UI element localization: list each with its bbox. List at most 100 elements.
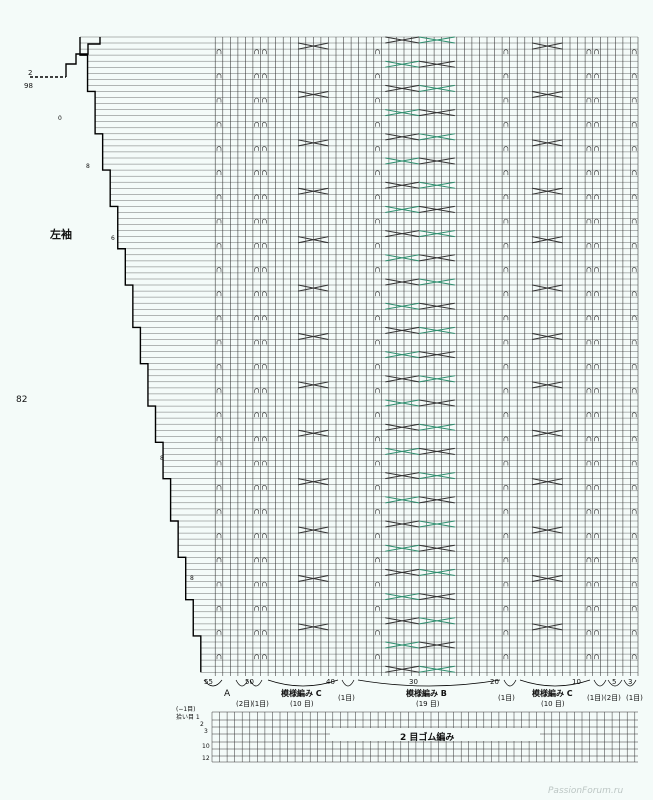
cable-cross bbox=[385, 302, 420, 310]
cable-cross bbox=[418, 665, 455, 673]
cable-cross bbox=[298, 574, 329, 582]
arch-symbol bbox=[262, 630, 267, 635]
arch-symbol bbox=[503, 73, 509, 79]
cable-cross bbox=[298, 236, 329, 244]
arch-symbol bbox=[375, 291, 380, 297]
col-tick-30: 30 bbox=[409, 678, 418, 686]
section-1st-right-b: (1目) bbox=[626, 694, 643, 702]
cable-cross bbox=[385, 617, 420, 625]
arch-symbol bbox=[216, 146, 222, 151]
arch-symbol bbox=[503, 436, 509, 442]
cable-cross bbox=[385, 254, 420, 262]
cable-cross bbox=[418, 375, 455, 383]
arch-symbol bbox=[375, 97, 380, 103]
arch-symbol bbox=[262, 412, 267, 418]
col-tick-3: 3 bbox=[628, 678, 632, 686]
arch-symbol bbox=[503, 267, 509, 272]
cable-cross bbox=[298, 478, 329, 486]
arch-symbol bbox=[254, 460, 259, 466]
arch-symbol bbox=[375, 218, 380, 224]
arch-symbol bbox=[594, 194, 599, 200]
arch-symbol bbox=[254, 654, 259, 660]
arch-symbol bbox=[594, 170, 599, 176]
arch-symbol bbox=[631, 605, 637, 611]
ribbing-label: 2 目ゴム編み bbox=[400, 731, 454, 743]
cable-cross bbox=[385, 278, 420, 286]
arch-symbol bbox=[631, 630, 637, 635]
arch-symbol bbox=[254, 315, 259, 321]
arch-symbol bbox=[594, 146, 599, 151]
ribbing-label-bg bbox=[330, 728, 540, 741]
arch-symbol bbox=[375, 581, 380, 587]
arch-symbol bbox=[262, 460, 267, 466]
arch-symbol bbox=[631, 436, 637, 442]
decrease-mark-5: 8 bbox=[190, 575, 194, 582]
arch-symbol bbox=[375, 388, 380, 393]
arch-symbol bbox=[375, 339, 380, 345]
arch-symbol bbox=[586, 484, 592, 490]
arch-symbol bbox=[503, 654, 509, 660]
section-brace bbox=[593, 679, 607, 687]
cable-cross bbox=[532, 332, 563, 340]
cable-cross bbox=[385, 157, 420, 165]
col-tick-10: 10 bbox=[572, 678, 581, 686]
arch-symbol bbox=[631, 194, 637, 200]
arch-symbol bbox=[262, 388, 267, 393]
cable-cross bbox=[418, 60, 455, 68]
arch-symbol bbox=[375, 557, 380, 563]
arch-symbol bbox=[631, 267, 637, 272]
arch-symbol bbox=[262, 605, 267, 611]
arch-symbol bbox=[503, 363, 509, 369]
arch-symbol bbox=[586, 436, 592, 442]
cable-cross bbox=[532, 284, 563, 292]
arch-symbol bbox=[586, 291, 592, 297]
arch-symbol bbox=[254, 218, 259, 224]
arch-symbol bbox=[216, 315, 222, 321]
arch-symbol bbox=[586, 509, 592, 514]
cable-cross bbox=[532, 139, 563, 147]
arch-symbol bbox=[503, 605, 509, 611]
arch-symbol bbox=[631, 218, 637, 224]
cable-cross bbox=[418, 423, 455, 431]
cable-cross bbox=[385, 641, 420, 649]
cable-cross bbox=[532, 381, 563, 389]
arch-symbol bbox=[216, 97, 222, 103]
arch-symbol bbox=[594, 654, 599, 660]
arch-symbol bbox=[631, 484, 637, 490]
arch-symbol bbox=[586, 73, 592, 79]
arch-symbol bbox=[586, 630, 592, 635]
arch-symbol bbox=[254, 49, 259, 55]
arch-symbol bbox=[594, 630, 599, 635]
arch-symbol bbox=[216, 412, 222, 418]
arch-symbol bbox=[586, 121, 592, 127]
cable-cross bbox=[385, 447, 420, 455]
arch-symbol bbox=[586, 605, 592, 611]
cable-cross bbox=[385, 593, 420, 601]
arch-symbol bbox=[631, 654, 637, 660]
arch-symbol bbox=[262, 339, 267, 345]
cable-cross bbox=[418, 399, 455, 407]
arch-symbol bbox=[254, 388, 259, 393]
section-brace bbox=[607, 679, 623, 687]
cable-cross bbox=[418, 472, 455, 480]
cable-cross bbox=[418, 447, 455, 455]
arch-symbol bbox=[216, 242, 222, 248]
arch-symbol bbox=[594, 218, 599, 224]
cable-cross bbox=[418, 36, 455, 44]
arch-symbol bbox=[594, 291, 599, 297]
arch-symbol bbox=[375, 605, 380, 611]
section-brace bbox=[267, 679, 339, 687]
arch-symbol bbox=[375, 363, 380, 369]
arch-symbol bbox=[586, 194, 592, 200]
section-brace bbox=[235, 679, 249, 687]
section-a-label: A bbox=[224, 689, 231, 699]
cable-cross bbox=[418, 302, 455, 310]
arch-symbol bbox=[262, 121, 267, 127]
chart-grid bbox=[80, 36, 639, 676]
section-brace bbox=[249, 679, 263, 687]
arch-symbol bbox=[375, 121, 380, 127]
cable-cross bbox=[532, 526, 563, 534]
arch-symbol bbox=[375, 460, 380, 466]
arch-symbol bbox=[586, 363, 592, 369]
cable-cross bbox=[418, 520, 455, 528]
